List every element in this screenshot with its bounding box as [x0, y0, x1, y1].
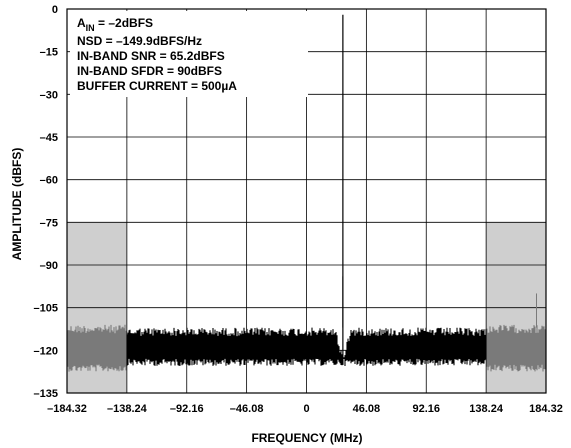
y-tick-label: –45 — [40, 132, 58, 144]
x-tick-label: 138.24 — [469, 403, 504, 415]
y-tick-label: –75 — [40, 217, 58, 229]
y-tick-label: –120 — [34, 345, 58, 357]
x-tick-label: 184.32 — [529, 403, 563, 415]
annotation-sfdr: IN-BAND SFDR = 90dBFS — [77, 64, 222, 78]
y-tick-label: –90 — [40, 260, 58, 272]
x-tick-label: 0 — [303, 403, 309, 415]
y-tick-label: –105 — [34, 303, 58, 315]
x-axis-label: FREQUENCY (MHz) — [251, 431, 362, 445]
plot-border — [66, 8, 547, 394]
y-tick-label: –15 — [40, 47, 58, 59]
x-tick-label: 46.08 — [353, 403, 381, 415]
annotation-buffer-current: BUFFER CURRENT = 500µA — [77, 79, 237, 93]
annotation-ain-subscript: IN — [86, 23, 95, 33]
x-tick-label: –46.08 — [230, 403, 264, 415]
y-tick-label: –60 — [40, 175, 58, 187]
out-of-band-noise — [67, 324, 546, 372]
spectrum-trace — [67, 14, 546, 372]
tick-labels: –184.32 –138.24 –92.16 –46.08 0 46.08 92.16 138… — [34, 4, 563, 415]
annotation-ain-prefix: A — [77, 16, 86, 30]
x-tick-label: –184.32 — [47, 403, 87, 415]
annotation-background — [70, 11, 308, 97]
x-tick-label: –138.24 — [107, 403, 148, 415]
y-tick-label: –30 — [40, 89, 58, 101]
annotation-ain: AIN = –2dBFS — [77, 16, 153, 33]
annotation-box: AIN = –2dBFS NSD = –149.9dBFS/Hz IN-BAND… — [70, 11, 308, 97]
in-band-noise — [126, 327, 487, 366]
y-tick-label: –135 — [34, 388, 58, 400]
x-tick-label: –92.16 — [170, 403, 204, 415]
annotation-nsd: NSD = –149.9dBFS/Hz — [77, 34, 202, 48]
annotation-snr: IN-BAND SNR = 65.2dBFS — [77, 49, 225, 63]
y-axis-label: AMPLITUDE (dBFS) — [10, 148, 24, 261]
annotation-ain-value: = –2dBFS — [95, 16, 153, 30]
x-tick-label: 92.16 — [412, 403, 440, 415]
y-tick-label: 0 — [52, 4, 58, 16]
